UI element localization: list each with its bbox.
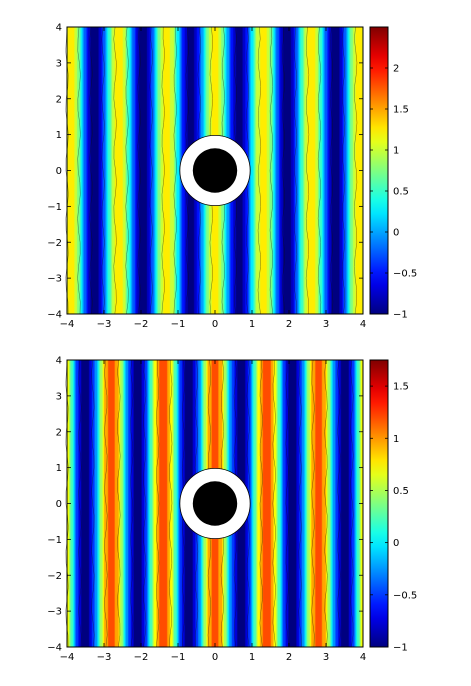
colorbar-tick-label: 0.5	[393, 187, 409, 198]
y-tick-label: 3	[56, 58, 62, 69]
y-tick-label: −3	[47, 274, 62, 285]
x-tick-label: 1	[249, 652, 255, 663]
obstacle-core	[192, 148, 238, 193]
colorbar-tick-label: −1	[393, 310, 408, 321]
y-tick-label: 3	[56, 391, 62, 402]
colorbar	[369, 26, 389, 315]
colorbar-tick-label: −0.5	[393, 590, 417, 601]
x-tick-label: −2	[134, 319, 149, 330]
x-tick-label: 2	[286, 652, 292, 663]
colorbar-tick-label: 0.5	[393, 486, 409, 497]
colorbar-tick-label: 1.5	[393, 382, 409, 393]
x-tick-label: 3	[323, 652, 329, 663]
y-tick-label: 1	[56, 463, 62, 474]
y-tick-label: 0	[56, 166, 62, 177]
y-tick-label: −1	[47, 535, 62, 546]
x-tick-label: −1	[171, 319, 186, 330]
obstacle-core	[192, 481, 238, 526]
x-tick-label: −3	[97, 652, 112, 663]
colorbar-tick-label: 0	[393, 228, 399, 239]
colorbar-tick-label: 0	[393, 538, 399, 549]
y-tick-label: 4	[56, 23, 62, 34]
y-tick-label: 0	[56, 499, 62, 510]
y-tick-label: −1	[47, 202, 62, 213]
y-tick-label: −2	[47, 571, 62, 582]
plot-panel-bottom: −4 −3 −2 −1 0 1 2 3 4 −4 −3 −2 −1 0 1 2 3 4 1.5 1 0.5 0 −0.5 −1	[47, 356, 417, 664]
colorbar-tick-label: −0.5	[393, 269, 417, 280]
y-tick-label: 2	[56, 94, 62, 105]
x-tick-label: 4	[360, 319, 366, 330]
colorbar-tick-label: 1	[393, 434, 399, 445]
x-tick-label: 3	[323, 319, 329, 330]
colorbar-tick-label: −1	[393, 643, 408, 654]
x-tick-label: −4	[60, 652, 75, 663]
x-tick-label: 0	[212, 319, 218, 330]
y-tick-label: −3	[47, 607, 62, 618]
y-tick-label: −4	[47, 310, 62, 321]
x-tick-label: 4	[360, 652, 366, 663]
x-tick-label: 0	[212, 652, 218, 663]
x-tick-label: −4	[60, 319, 75, 330]
y-tick-label: −4	[47, 643, 62, 654]
x-tick-label: −2	[134, 652, 149, 663]
y-tick-label: 4	[56, 356, 62, 367]
colorbar	[369, 359, 389, 648]
x-tick-label: −3	[97, 319, 112, 330]
colorbar-tick-label: 2	[393, 64, 399, 75]
y-tick-label: 1	[56, 130, 62, 141]
y-tick-label: −2	[47, 238, 62, 249]
plot-panel-top: −4 −3 −2 −1 0 1 2 3 4 −4 −3 −2 −1 0 1 2 3 4 2 1.5 1 0.5 0 −0.5 −…	[47, 23, 417, 331]
x-tick-label: −1	[171, 652, 186, 663]
x-tick-label: 1	[249, 319, 255, 330]
y-tick-label: 2	[56, 427, 62, 438]
colorbar-tick-label: 1.5	[393, 105, 409, 116]
x-tick-label: 2	[286, 319, 292, 330]
colorbar-tick-label: 1	[393, 146, 399, 157]
